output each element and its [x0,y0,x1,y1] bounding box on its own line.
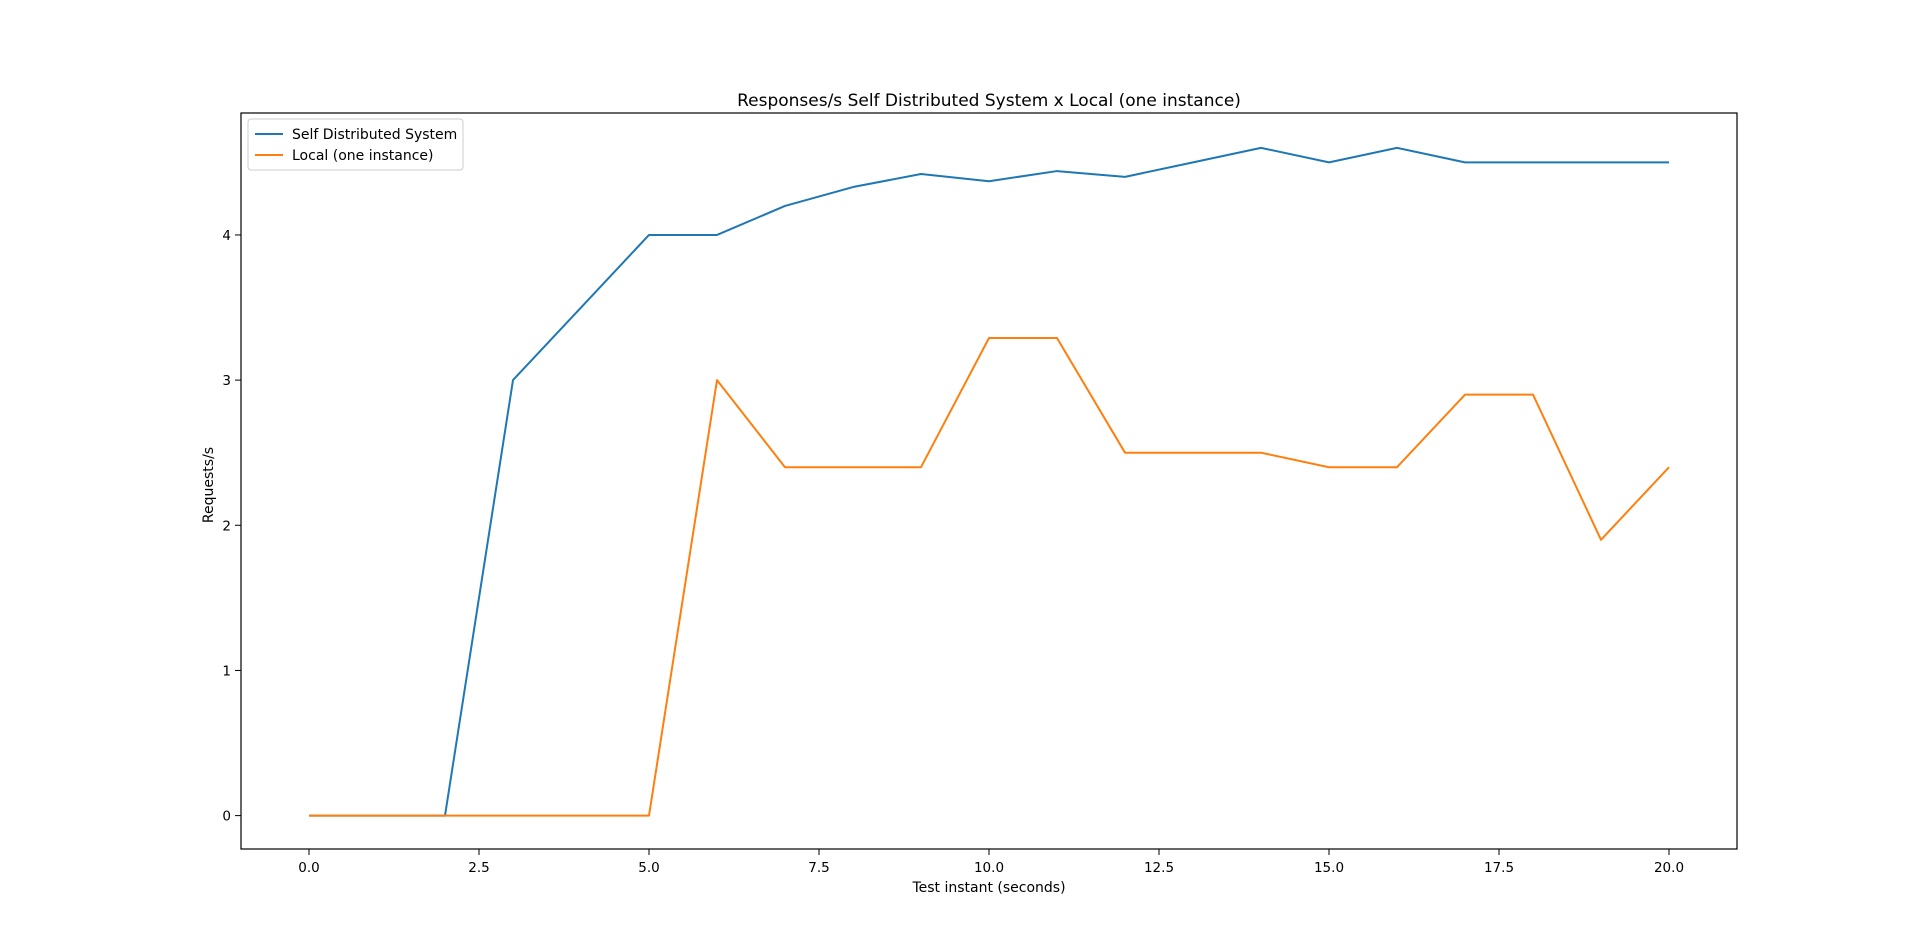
chart-title: Responses/s Self Distributed System x Lo… [737,91,1241,111]
legend-label-1: Self Distributed System [292,127,457,143]
legend-label-2: Local (one instance) [292,148,433,164]
x-tick-label: 10.0 [974,860,1004,876]
series-line-1 [309,146,1669,817]
y-tick-label: 3 [222,373,231,389]
x-tick-label: 15.0 [1314,860,1344,876]
x-tick-label: 0.0 [298,860,319,876]
y-tick-label: 4 [222,228,231,244]
x-axis-label: Test instant (seconds) [911,880,1065,896]
x-tick-label: 2.5 [468,860,489,876]
x-tick-label: 12.5 [1144,860,1174,876]
plot-area: 0.0 2.5 5.0 7.5 10.0 12.5 15.0 17.5 20.0 0 1 2 3 4 [222,112,1738,876]
x-tick-label: 7.5 [808,860,829,876]
y-tick-label: 0 [222,809,231,825]
legend: Self Distributed System Local (one instan… [247,118,464,171]
x-tick-label: 5.0 [638,860,659,876]
x-tick-label: 20.0 [1654,860,1684,876]
legend-box [247,118,464,171]
x-tick-label: 17.5 [1484,860,1514,876]
y-axis-label: Requests/s [201,447,217,523]
series-line-2 [309,337,1670,817]
y-tick-label: 1 [222,663,231,679]
y-tick-label: 2 [222,518,231,534]
